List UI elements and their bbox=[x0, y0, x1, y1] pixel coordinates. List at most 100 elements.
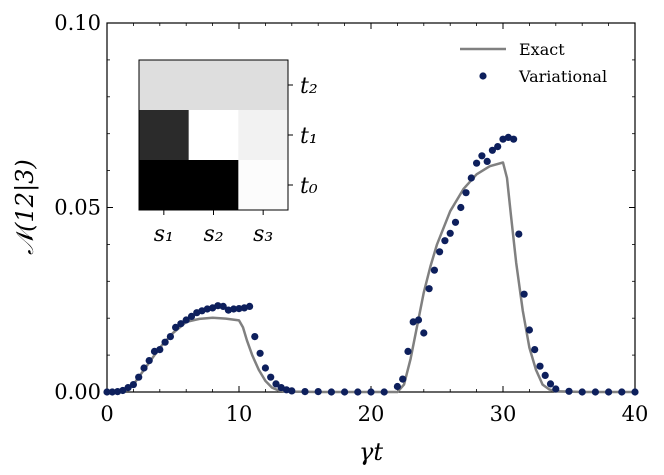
variational-point bbox=[414, 316, 423, 324]
variational-point bbox=[288, 387, 296, 395]
legend-exact-label: Exact bbox=[519, 40, 565, 59]
variational-point bbox=[103, 388, 111, 396]
y-tick-label: 0.10 bbox=[54, 11, 101, 35]
variational-point bbox=[420, 329, 428, 337]
variational-point bbox=[246, 302, 254, 310]
variational-point bbox=[161, 338, 169, 346]
variational-point bbox=[230, 305, 238, 313]
variational-point bbox=[267, 373, 275, 381]
variational-point bbox=[367, 388, 375, 396]
legend-variational-label: Variational bbox=[518, 67, 607, 86]
variational-point bbox=[182, 316, 190, 324]
variational-point bbox=[140, 364, 148, 372]
variational-point bbox=[301, 388, 309, 396]
inset-row-label: t₁ bbox=[300, 124, 318, 149]
variational-point bbox=[108, 388, 116, 396]
variational-point bbox=[341, 388, 349, 396]
variational-point bbox=[177, 320, 185, 328]
variational-point bbox=[515, 230, 523, 238]
variational-point bbox=[156, 346, 164, 354]
variational-point bbox=[565, 387, 573, 395]
variational-point bbox=[488, 146, 496, 154]
x-axis-ticks: 0 10 20 30 40 bbox=[100, 23, 648, 426]
inset-col-label: s₁ bbox=[154, 222, 174, 247]
x-tick-label: 10 bbox=[226, 402, 253, 426]
variational-point bbox=[478, 152, 486, 160]
inset-cell bbox=[139, 160, 190, 211]
inset-col-label: s₂ bbox=[203, 222, 223, 247]
variational-point bbox=[446, 229, 454, 237]
inset-heatmap bbox=[139, 60, 289, 211]
inset-cell bbox=[188, 110, 239, 161]
inset-cell bbox=[139, 60, 190, 111]
variational-point bbox=[393, 382, 401, 391]
x-tick-label: 30 bbox=[490, 402, 517, 426]
inset-cell bbox=[139, 110, 190, 161]
inset-row-label: t₂ bbox=[300, 74, 318, 99]
x-tick-label: 0 bbox=[100, 402, 113, 426]
variational-point bbox=[509, 135, 518, 143]
variational-point bbox=[525, 326, 534, 334]
inset-cell bbox=[238, 110, 289, 161]
variational-point bbox=[578, 388, 586, 396]
variational-point bbox=[235, 305, 243, 313]
variational-point bbox=[451, 218, 460, 226]
variational-point bbox=[546, 380, 555, 388]
variational-point bbox=[119, 386, 127, 395]
variational-point bbox=[256, 349, 264, 357]
variational-point bbox=[441, 237, 449, 245]
variational-point bbox=[354, 388, 362, 396]
variational-point bbox=[462, 189, 470, 197]
variational-point bbox=[380, 388, 388, 396]
variational-point bbox=[124, 384, 132, 392]
variational-point bbox=[430, 266, 438, 274]
variational-point bbox=[436, 248, 444, 256]
variational-point bbox=[314, 388, 322, 396]
variational-point bbox=[129, 381, 137, 389]
variational-point bbox=[531, 346, 539, 354]
variational-point bbox=[494, 143, 502, 151]
inset-col-label: s₃ bbox=[253, 222, 273, 247]
variational-point bbox=[536, 362, 544, 370]
variational-point bbox=[145, 357, 153, 365]
variational-point bbox=[631, 388, 639, 396]
variational-point bbox=[541, 371, 549, 379]
inset-row-label: t₀ bbox=[300, 174, 318, 199]
variational-point bbox=[272, 380, 280, 388]
y-axis-label: 𝒩(12|3) bbox=[11, 159, 40, 255]
variational-point bbox=[618, 388, 626, 396]
x-axis-label: γt bbox=[359, 438, 383, 466]
y-tick-label: 0.05 bbox=[54, 196, 101, 220]
variational-point bbox=[251, 333, 259, 341]
variational-point bbox=[327, 388, 335, 396]
inset-ticks: t₂ t₁ t₀ s₁ s₂ s₃ bbox=[154, 74, 318, 247]
variational-point bbox=[552, 385, 560, 393]
variational-point bbox=[187, 312, 196, 320]
variational-point bbox=[457, 203, 465, 212]
legend-variational-swatch bbox=[479, 72, 487, 80]
exact-series bbox=[106, 161, 635, 394]
variational-point bbox=[399, 375, 407, 383]
variational-series bbox=[103, 133, 639, 396]
inset-cell bbox=[238, 60, 289, 111]
inset-cell bbox=[188, 60, 239, 111]
x-tick-label: 40 bbox=[622, 402, 649, 426]
variational-point bbox=[404, 347, 412, 355]
variational-point bbox=[425, 285, 433, 293]
variational-point bbox=[483, 157, 491, 165]
variational-point bbox=[172, 323, 180, 331]
variational-point bbox=[605, 388, 613, 396]
exact-line bbox=[106, 161, 635, 394]
variational-point bbox=[520, 290, 528, 298]
legend: Exact Variational bbox=[460, 40, 607, 86]
variational-point bbox=[261, 364, 269, 372]
y-axis-ticks: 0.00 0.05 0.10 bbox=[54, 11, 635, 404]
variational-point bbox=[591, 388, 600, 396]
variational-point bbox=[219, 302, 227, 310]
variational-point bbox=[467, 174, 475, 182]
variational-point bbox=[214, 302, 222, 310]
variational-point bbox=[473, 159, 481, 167]
variational-point bbox=[135, 373, 143, 381]
y-tick-label: 0.00 bbox=[54, 380, 101, 404]
variational-point bbox=[166, 333, 174, 341]
